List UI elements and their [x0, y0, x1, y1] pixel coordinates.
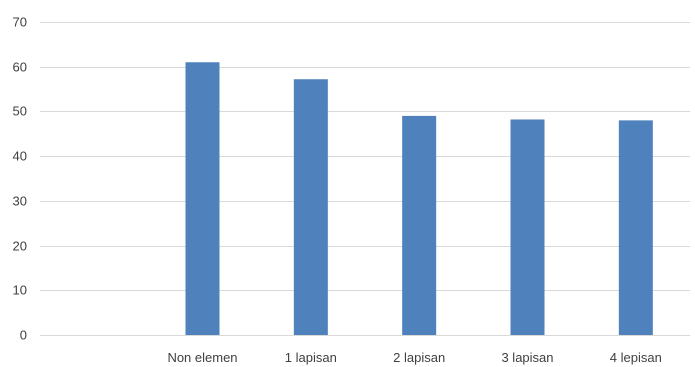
bars	[185, 62, 653, 336]
x-category-label-2-lapisan: 2 lapisan	[393, 350, 445, 365]
y-tick-label-30: 30	[13, 194, 27, 209]
bar-non-elemen	[185, 62, 220, 335]
x-category-label-non-elemen: Non elemen	[167, 350, 237, 365]
y-tick-label-50: 50	[13, 104, 27, 119]
gridlines	[40, 22, 690, 336]
bar-4-lepisan	[618, 120, 653, 335]
x-category-label-3-lapisan: 3 lapisan	[501, 350, 553, 365]
y-tick-label-20: 20	[13, 239, 27, 254]
bar-3-lapisan	[510, 119, 545, 335]
y-axis-tick-labels: 0 10 20 30 40 50 60 70	[13, 15, 27, 343]
bar-1-lapisan	[293, 79, 328, 335]
y-tick-label-70: 70	[13, 15, 27, 30]
x-category-label-1-lapisan: 1 lapisan	[285, 350, 337, 365]
x-axis-category-labels: Non elemen 1 lapisan 2 lapisan 3 lapisan 4 l…	[167, 350, 661, 365]
y-tick-label-60: 60	[13, 60, 27, 75]
y-tick-label-40: 40	[13, 149, 27, 164]
x-category-label-4-lepisan: 4 lepisan	[610, 350, 662, 365]
y-tick-label-0: 0	[20, 328, 27, 343]
bar-2-lapisan	[402, 115, 437, 336]
y-tick-label-10: 10	[13, 283, 27, 298]
